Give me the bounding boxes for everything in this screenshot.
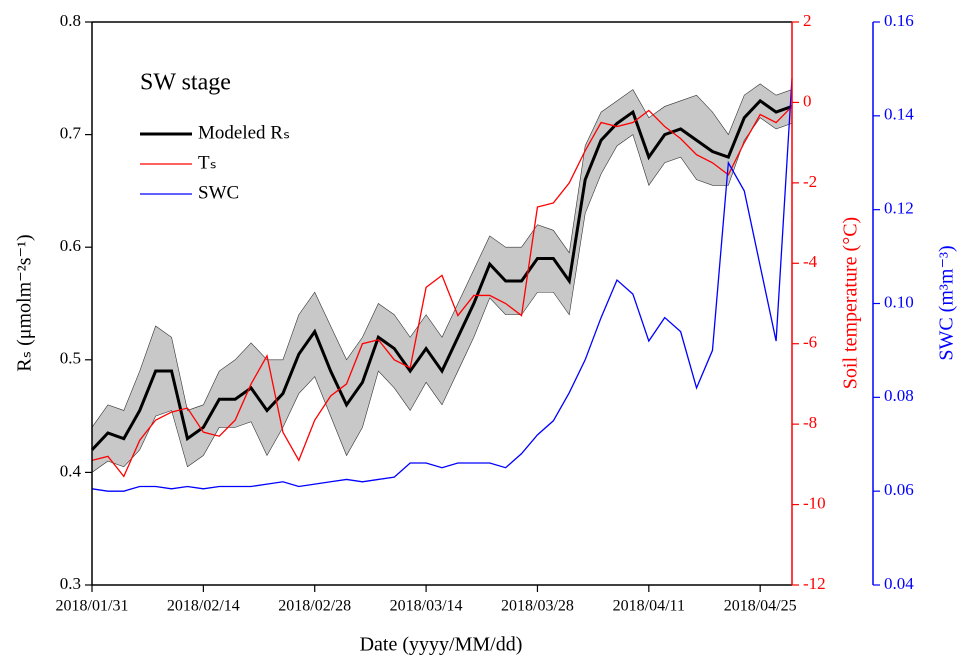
series-line [91,78,793,492]
y-tick-label: 0.04 [884,574,914,593]
y-tick-label: 0.08 [884,386,914,405]
y-tick-label: -10 [803,493,826,512]
x-tick-label: 2018/04/25 [724,598,797,615]
legend-label: Tₛ [198,152,217,173]
y-tick-label: -4 [803,252,818,271]
x-tick-label: 2018/03/28 [501,598,574,615]
y-tick-label: 0.10 [884,292,914,311]
legend-title: SW stage [140,70,231,96]
x-tick-label: 2018/04/11 [613,598,685,615]
confidence-band [91,83,793,473]
x-tick-label: 2018/03/14 [390,598,463,615]
y-tick-label: 0.6 [60,236,81,255]
y-tick-label: 0.5 [60,349,81,368]
series-line [91,105,793,478]
y-tick-label: 0.4 [60,461,82,480]
y-axis-title: Rₛ (μmolm⁻²s⁻¹) [14,234,36,371]
y3-axis-title: SWC (m³m⁻³) [936,245,958,360]
legend-label: Modeled Rₛ [198,122,290,143]
y-tick-label: 0.12 [884,199,914,218]
x-tick-label: 2018/02/28 [278,598,351,615]
y-tick-label: 0.3 [60,574,81,593]
y-tick-label: 0.06 [884,480,914,499]
y-tick-label: 0.8 [60,11,81,30]
y2-axis-title: Soil temperature (°C) [840,217,862,389]
legend-label: SWC [198,182,239,203]
x-axis-title: Date (yyyy/MM/dd) [360,634,523,656]
series-line [90,98,793,451]
y-tick-label: 0.16 [884,11,914,30]
y-tick-label: -6 [803,333,817,352]
y-tick-label: 0 [803,91,812,110]
y-tick-label: 2 [803,11,812,30]
y-tick-label: -2 [803,172,817,191]
x-tick-label: 2018/02/14 [167,598,240,615]
y-tick-label: -12 [803,574,826,593]
y-tick-label: -8 [803,413,817,432]
x-tick-label: 2018/01/31 [56,598,129,615]
y-tick-label: 0.14 [884,105,914,124]
y-tick-label: 0.7 [60,124,82,143]
